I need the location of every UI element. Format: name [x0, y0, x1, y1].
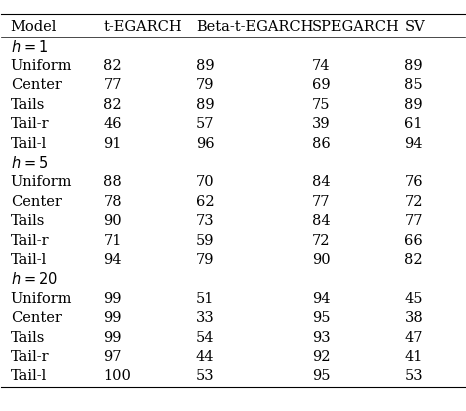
Text: 79: 79 [196, 79, 214, 92]
Text: 99: 99 [103, 292, 122, 306]
Text: Tail-l: Tail-l [11, 253, 47, 267]
Text: 97: 97 [103, 350, 122, 364]
Text: 85: 85 [404, 79, 423, 92]
Text: 46: 46 [103, 117, 122, 131]
Text: Center: Center [11, 195, 62, 209]
Text: 74: 74 [312, 59, 330, 73]
Text: 82: 82 [103, 59, 122, 73]
Text: Tail-r: Tail-r [11, 233, 49, 247]
Text: 54: 54 [196, 330, 214, 345]
Text: 51: 51 [196, 292, 214, 306]
Text: 41: 41 [404, 350, 423, 364]
Text: Beta-t-EGARCH: Beta-t-EGARCH [196, 20, 313, 34]
Text: 95: 95 [312, 311, 330, 325]
Text: 44: 44 [196, 350, 214, 364]
Text: 93: 93 [312, 330, 330, 345]
Text: $h = 20$: $h = 20$ [11, 271, 58, 287]
Text: 76: 76 [404, 175, 423, 189]
Text: 57: 57 [196, 117, 214, 131]
Text: Tail-l: Tail-l [11, 136, 47, 150]
Text: Uniform: Uniform [11, 292, 72, 306]
Text: 73: 73 [196, 214, 214, 228]
Text: Center: Center [11, 311, 62, 325]
Text: 78: 78 [103, 195, 122, 209]
Text: Model: Model [11, 20, 57, 34]
Text: 99: 99 [103, 330, 122, 345]
Text: 70: 70 [196, 175, 214, 189]
Text: 84: 84 [312, 214, 330, 228]
Text: 53: 53 [404, 369, 423, 383]
Text: 62: 62 [196, 195, 214, 209]
Text: Uniform: Uniform [11, 175, 72, 189]
Text: 61: 61 [404, 117, 423, 131]
Text: 94: 94 [404, 136, 423, 150]
Text: 53: 53 [196, 369, 214, 383]
Text: 82: 82 [404, 253, 423, 267]
Text: 99: 99 [103, 311, 122, 325]
Text: 77: 77 [103, 79, 122, 92]
Text: 90: 90 [103, 214, 122, 228]
Text: 91: 91 [103, 136, 122, 150]
Text: 77: 77 [404, 214, 423, 228]
Text: 79: 79 [196, 253, 214, 267]
Text: SPEGARCH: SPEGARCH [312, 20, 399, 34]
Text: SV: SV [404, 20, 425, 34]
Text: 88: 88 [103, 175, 122, 189]
Text: 71: 71 [103, 233, 122, 247]
Text: 75: 75 [312, 98, 330, 112]
Text: 95: 95 [312, 369, 330, 383]
Text: 89: 89 [196, 98, 214, 112]
Text: 96: 96 [196, 136, 214, 150]
Text: 66: 66 [404, 233, 423, 247]
Text: 38: 38 [404, 311, 423, 325]
Text: $h = 1$: $h = 1$ [11, 39, 48, 55]
Text: Tails: Tails [11, 214, 45, 228]
Text: 72: 72 [312, 233, 330, 247]
Text: 90: 90 [312, 253, 330, 267]
Text: Center: Center [11, 79, 62, 92]
Text: Tail-r: Tail-r [11, 117, 49, 131]
Text: 100: 100 [103, 369, 131, 383]
Text: 45: 45 [404, 292, 423, 306]
Text: 69: 69 [312, 79, 330, 92]
Text: 72: 72 [404, 195, 423, 209]
Text: 77: 77 [312, 195, 330, 209]
Text: 89: 89 [196, 59, 214, 73]
Text: 94: 94 [312, 292, 330, 306]
Text: 59: 59 [196, 233, 214, 247]
Text: $h = 5$: $h = 5$ [11, 155, 48, 171]
Text: 89: 89 [404, 59, 423, 73]
Text: Tail-r: Tail-r [11, 350, 49, 364]
Text: 82: 82 [103, 98, 122, 112]
Text: Tails: Tails [11, 330, 45, 345]
Text: 84: 84 [312, 175, 330, 189]
Text: 33: 33 [196, 311, 215, 325]
Text: Tail-l: Tail-l [11, 369, 47, 383]
Text: 47: 47 [404, 330, 423, 345]
Text: 94: 94 [103, 253, 122, 267]
Text: 86: 86 [312, 136, 330, 150]
Text: 89: 89 [404, 98, 423, 112]
Text: t-EGARCH: t-EGARCH [103, 20, 182, 34]
Text: Uniform: Uniform [11, 59, 72, 73]
Text: 39: 39 [312, 117, 330, 131]
Text: 92: 92 [312, 350, 330, 364]
Text: Tails: Tails [11, 98, 45, 112]
